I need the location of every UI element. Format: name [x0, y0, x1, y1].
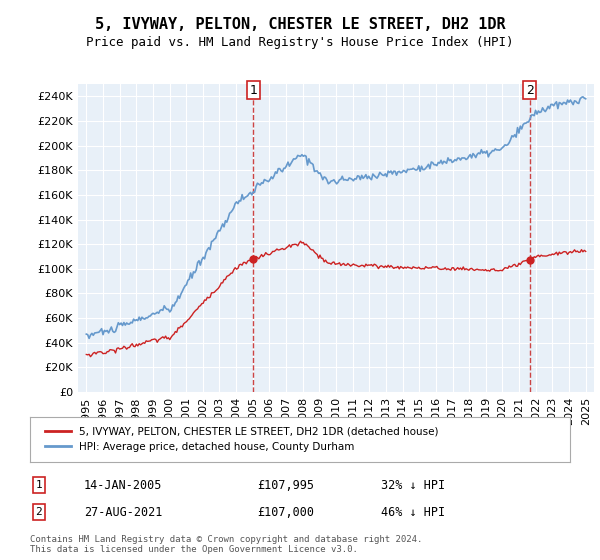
- Text: 27-AUG-2021: 27-AUG-2021: [84, 506, 163, 519]
- Text: £107,000: £107,000: [257, 506, 314, 519]
- Text: 2: 2: [35, 507, 42, 517]
- Legend: 5, IVYWAY, PELTON, CHESTER LE STREET, DH2 1DR (detached house), HPI: Average pri: 5, IVYWAY, PELTON, CHESTER LE STREET, DH…: [41, 423, 443, 456]
- Text: 1: 1: [35, 480, 42, 490]
- Text: 32% ↓ HPI: 32% ↓ HPI: [381, 479, 445, 492]
- Text: 46% ↓ HPI: 46% ↓ HPI: [381, 506, 445, 519]
- Text: 1: 1: [250, 84, 257, 97]
- Text: Contains HM Land Registry data © Crown copyright and database right 2024.
This d: Contains HM Land Registry data © Crown c…: [30, 535, 422, 554]
- Text: 5, IVYWAY, PELTON, CHESTER LE STREET, DH2 1DR: 5, IVYWAY, PELTON, CHESTER LE STREET, DH…: [95, 17, 505, 32]
- Text: Price paid vs. HM Land Registry's House Price Index (HPI): Price paid vs. HM Land Registry's House …: [86, 36, 514, 49]
- Text: 14-JAN-2005: 14-JAN-2005: [84, 479, 163, 492]
- Text: 2: 2: [526, 84, 534, 97]
- Text: £107,995: £107,995: [257, 479, 314, 492]
